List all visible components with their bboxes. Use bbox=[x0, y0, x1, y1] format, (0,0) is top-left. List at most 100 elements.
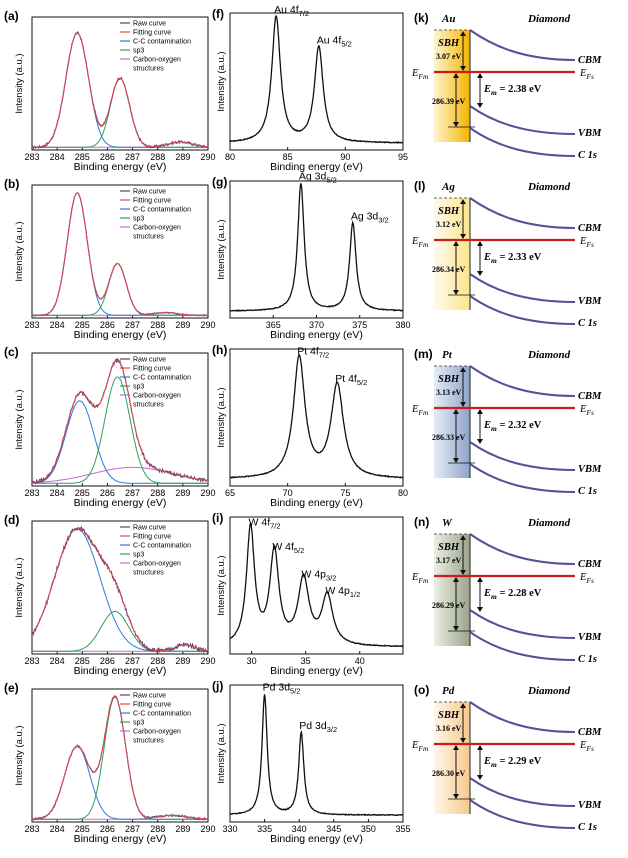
xps-panel-a: (a) Intensity (a.u.) 283 284 285 286 287 288 289… bbox=[4, 9, 216, 173]
efm-label: EFm bbox=[411, 572, 429, 585]
peak-label: W 4f7/2 bbox=[249, 516, 281, 530]
x-tick-label: 286 bbox=[100, 656, 115, 666]
core-gap-value: 286.34 eV bbox=[432, 265, 466, 274]
legend-entry: structures bbox=[133, 234, 164, 241]
diamond-title: Diamond bbox=[527, 517, 571, 529]
core-arrow-head bbox=[453, 458, 459, 463]
x-tick-label: 286 bbox=[100, 152, 115, 162]
peak-label-main: Pt 4f bbox=[297, 346, 319, 358]
metal-name: Pt bbox=[442, 349, 453, 361]
plot-frame bbox=[229, 684, 404, 823]
sbh-arrow-head bbox=[460, 199, 466, 204]
carbon-oxygen-curve bbox=[32, 644, 208, 652]
x-tick-label: 380 bbox=[395, 320, 410, 330]
x-tick-label: 95 bbox=[398, 152, 408, 162]
x-tick-label: 285 bbox=[75, 320, 90, 330]
sbh-value: 3.17 eV bbox=[436, 556, 462, 565]
fitting-curve bbox=[32, 527, 208, 652]
peak-label-main: W 4f bbox=[249, 516, 271, 528]
efs-label: EFs bbox=[579, 740, 594, 753]
y-axis-label: Intensity (a.u.) bbox=[216, 555, 227, 615]
legend-entry: structures bbox=[133, 738, 164, 745]
y-axis-label: Intensity (a.u.) bbox=[14, 725, 25, 785]
x-tick-label: 350 bbox=[361, 824, 376, 834]
efm-sub: Fm bbox=[417, 576, 429, 585]
peak-label-sub: 5/2 bbox=[357, 378, 367, 387]
sbh-label: SBH bbox=[438, 206, 460, 217]
core-arrow-head bbox=[453, 626, 459, 631]
em-label: Em = 2.32 eV bbox=[483, 420, 542, 433]
legend-entry: Raw curve bbox=[133, 189, 166, 196]
efm-sub: Fm bbox=[417, 744, 429, 753]
plot-frame bbox=[229, 12, 404, 151]
x-tick-label: 284 bbox=[50, 656, 65, 666]
cbm-label: CBM bbox=[578, 559, 602, 570]
peak-label-main: Ag 3d bbox=[299, 171, 327, 183]
plot-frame bbox=[31, 184, 209, 319]
metal-panel-h: (h) Intensity (a.u.) 65 70 75 80 Binding energ… bbox=[212, 343, 408, 509]
band-panel-k: (k) Au Diamond SBH 3.07 eV 286.39 eV Em = 2.38… bbox=[411, 11, 602, 161]
legend-entry: structures bbox=[133, 570, 164, 577]
peak-label-sub: 5/2 bbox=[341, 39, 351, 48]
x-tick-label: 80 bbox=[398, 488, 408, 498]
band-panel-l: (l) Ag Diamond SBH 3.12 eV 286.34 eV Em = 2.33… bbox=[411, 179, 602, 329]
efs-symbol: E bbox=[579, 572, 587, 583]
panel-label: (a) bbox=[4, 9, 19, 23]
metal-panel-g: (g) Intensity (a.u.) 365 370 375 380 Binding e… bbox=[212, 171, 411, 341]
y-axis-label: Intensity (a.u.) bbox=[14, 221, 25, 281]
core-arrow-head bbox=[453, 290, 459, 295]
x-tick-label: 289 bbox=[175, 488, 190, 498]
x-tick-label: 289 bbox=[175, 656, 190, 666]
legend-entry: structures bbox=[133, 66, 164, 73]
x-tick-label: 288 bbox=[150, 656, 165, 666]
x-tick-label: 283 bbox=[24, 656, 39, 666]
cbm-label: CBM bbox=[578, 223, 602, 234]
plot-frame bbox=[31, 520, 209, 655]
vbm-band bbox=[469, 273, 576, 303]
legend-entry: sp3 bbox=[133, 384, 144, 391]
c1s-band bbox=[469, 631, 576, 661]
legend-entry: Fitting curve bbox=[133, 702, 171, 709]
x-axis-label: Binding energy (eV) bbox=[270, 833, 363, 845]
panel-label: (l) bbox=[414, 179, 425, 193]
curve-group bbox=[32, 525, 208, 654]
x-tick-label: 286 bbox=[100, 488, 115, 498]
curve-group bbox=[32, 357, 208, 485]
efs-label: EFs bbox=[579, 404, 594, 417]
core-arrow-head bbox=[453, 577, 459, 582]
x-tick-label: 286 bbox=[100, 320, 115, 330]
em-symbol: E bbox=[483, 588, 491, 599]
xps-panel-e: (e) Intensity (a.u.) 283 284 285 286 287 288 289… bbox=[4, 681, 216, 845]
metal-block bbox=[434, 30, 470, 142]
metal-block bbox=[434, 366, 470, 478]
peak-label: Ag 3d3/2 bbox=[351, 210, 389, 224]
efs-sub: Fs bbox=[585, 72, 594, 81]
x-tick-label: 288 bbox=[150, 488, 165, 498]
x-axis-label: Binding energy (eV) bbox=[74, 497, 167, 509]
xps-panel-d: (d) Intensity (a.u.) 283 284 285 286 287 288 289… bbox=[4, 513, 216, 677]
legend-entry: C-C contamination bbox=[133, 543, 191, 550]
curve-group bbox=[32, 31, 208, 150]
x-tick-label: 284 bbox=[50, 152, 65, 162]
spectrum-line bbox=[230, 353, 403, 479]
c1s-band bbox=[469, 295, 576, 325]
x-tick-label: 35 bbox=[301, 656, 311, 666]
x-tick-label: 283 bbox=[24, 320, 39, 330]
x-tick-label: 290 bbox=[200, 488, 215, 498]
em-sub: m bbox=[491, 760, 497, 769]
sbh-arrow-head bbox=[460, 402, 466, 407]
em-arrow-head bbox=[477, 271, 483, 276]
vbm-band bbox=[469, 441, 576, 471]
metal-panel-f: (f) Intensity (a.u.) 80 85 90 95 Binding energ… bbox=[212, 4, 408, 173]
x-tick-label: 285 bbox=[75, 488, 90, 498]
peak-label-main: W 4f bbox=[272, 541, 294, 553]
legend-entry: Raw curve bbox=[133, 357, 166, 364]
legend-entry: Carbon-oxygen bbox=[133, 729, 181, 736]
x-tick-label: 287 bbox=[125, 320, 140, 330]
cbm-label: CBM bbox=[578, 391, 602, 402]
x-tick-label: 284 bbox=[50, 320, 65, 330]
sp3-curve bbox=[32, 77, 208, 148]
x-tick-label: 375 bbox=[352, 320, 367, 330]
